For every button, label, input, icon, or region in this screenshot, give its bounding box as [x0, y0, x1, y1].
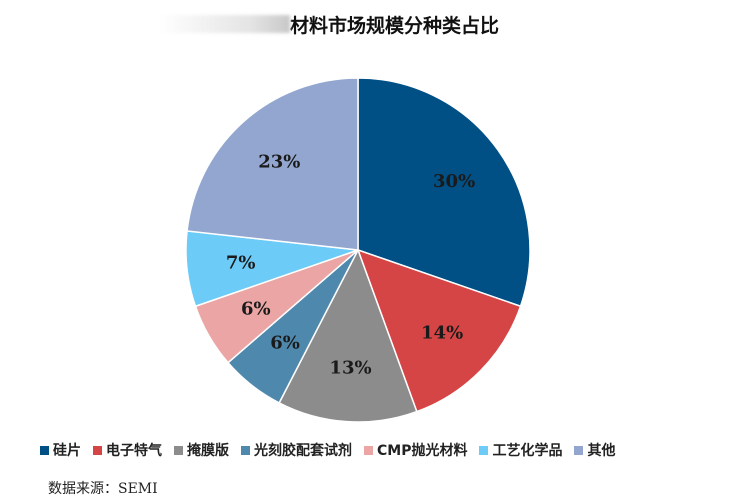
pie-slice-2: [356, 248, 522, 413]
legend-swatch: [241, 445, 250, 455]
legend-item: 光刻胶配套试剂: [241, 440, 352, 460]
legend-label: CMP抛光材料: [377, 443, 468, 459]
legend-swatch: [574, 445, 584, 455]
slice-value-label: 6%: [270, 332, 300, 353]
pie-labels: 30% 14% 13% 6% 6% 7% 23%: [226, 152, 475, 379]
legend-label: 掩膜版: [187, 443, 229, 459]
pie-slice-7: [186, 77, 359, 251]
chart-title-area: 材料市场规模分种类占比: [160, 8, 580, 40]
chart-legend: 硅片 电子特气 掩膜版 光刻胶配套试剂 CMP抛光材料 工艺化学品 其他: [40, 440, 615, 460]
pie-slice-3: [278, 248, 418, 423]
legend-label: 电子特气: [106, 443, 162, 459]
pie-slice-1: [357, 77, 531, 308]
legend-item: CMP抛光材料: [364, 440, 467, 460]
pie-slices: [185, 77, 531, 423]
legend-swatch: [93, 445, 102, 455]
legend-item: 工艺化学品: [479, 440, 562, 460]
legend-swatch: [40, 445, 49, 455]
legend-swatch: [174, 445, 183, 455]
legend-item: 掩膜版: [174, 440, 229, 460]
chart-title: 材料市场规模分种类占比: [290, 14, 500, 37]
legend-label: 光刻胶配套试剂: [254, 443, 352, 459]
legend-label: 其他: [587, 443, 616, 459]
legend-item: 其他: [574, 440, 615, 460]
slice-value-label: 13%: [329, 357, 371, 378]
legend-label: 硅片: [53, 443, 81, 459]
slice-value-label: 30%: [433, 171, 475, 192]
slice-value-label: 14%: [421, 322, 463, 343]
legend-label: 工艺化学品: [492, 443, 563, 459]
legend-swatch: [364, 445, 373, 455]
source-note: 数据来源：SEMI: [48, 481, 158, 497]
slice-value-label: 6%: [241, 299, 271, 320]
title-obscured-region: [160, 15, 290, 33]
legend-item: 电子特气: [93, 440, 162, 460]
legend-swatch: [479, 445, 489, 455]
slice-value-label: 23%: [258, 152, 300, 173]
slice-value-label: 7%: [226, 253, 256, 274]
legend-item: 硅片: [40, 440, 81, 460]
